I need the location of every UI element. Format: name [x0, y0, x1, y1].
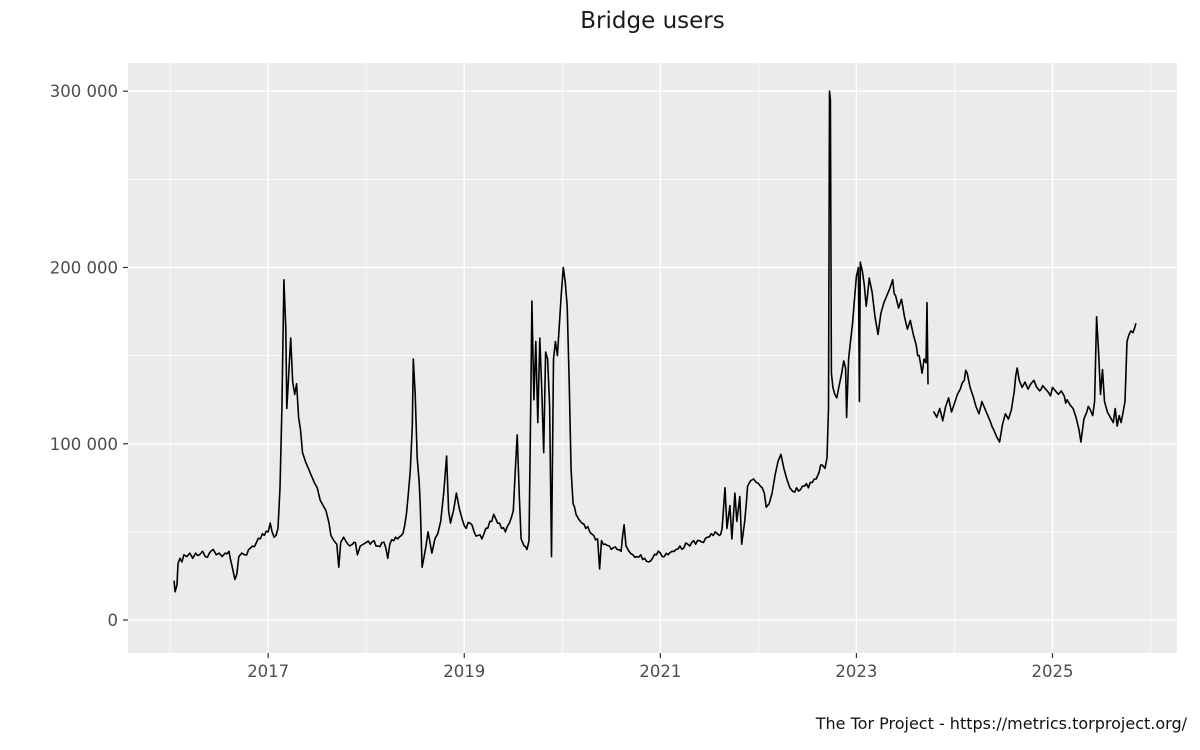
- plot-panel: [128, 63, 1177, 653]
- y-tick-label: 200 000: [50, 258, 118, 277]
- y-tick-label: 0: [108, 611, 119, 630]
- x-tick-label: 2019: [443, 662, 485, 681]
- y-tick-label: 100 000: [50, 435, 118, 454]
- bridge-users-line: [173, 90, 929, 593]
- x-tick-label: 2025: [1031, 662, 1073, 681]
- x-tick-label: 2023: [835, 662, 877, 681]
- gridlines: [128, 63, 1177, 653]
- y-tick-label: 300 000: [50, 82, 118, 101]
- chart-title: Bridge users: [580, 8, 725, 34]
- x-tick-label: 2017: [247, 662, 289, 681]
- x-tick-label: 2021: [639, 662, 681, 681]
- bridge-users-line: [933, 316, 1137, 443]
- chart-caption: The Tor Project - https://metrics.torpro…: [815, 714, 1187, 733]
- axes: 2017 2019 2021 2023 2025 0 100 000 200 000 300 0…: [50, 82, 1074, 681]
